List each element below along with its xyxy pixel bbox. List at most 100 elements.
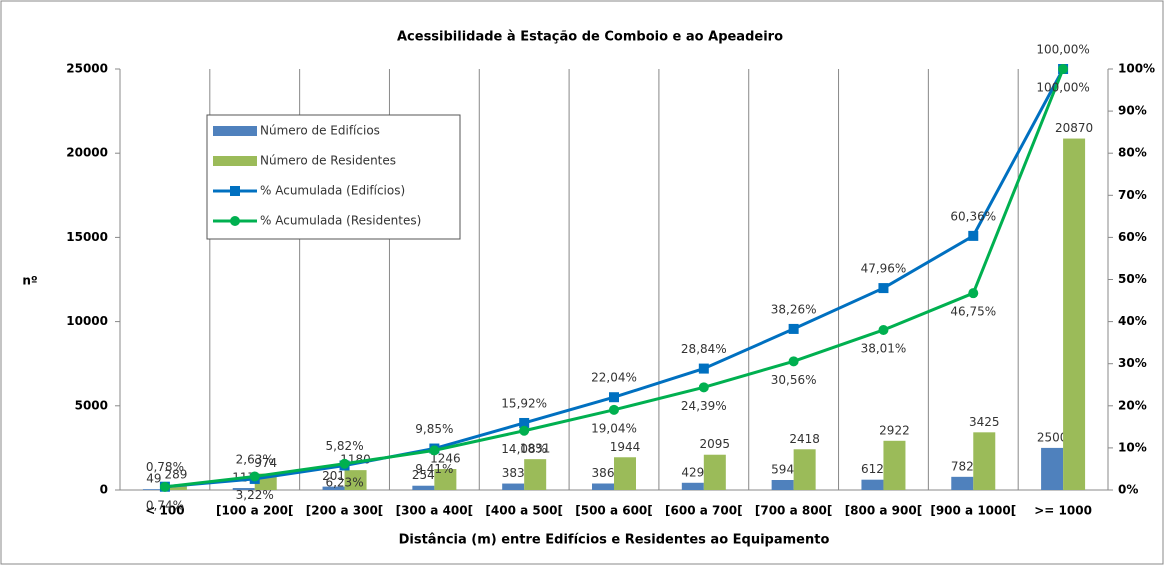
bar [973,432,996,490]
bar [164,485,187,490]
bar-value-label: 594 [771,462,794,476]
bar [614,457,636,490]
line-value-label: 46,75% [950,305,996,319]
marker [609,392,619,403]
bar-value-label: 2418 [789,432,820,446]
bar [502,483,525,490]
legend-label: % Acumulada (Residentes) [260,214,421,228]
marker [788,356,799,367]
bar [524,459,547,490]
bar-value-label: 383 [502,466,525,480]
marker [878,324,889,335]
bar-value-label: 201 [322,469,345,483]
y-axis-label: nº [22,274,38,288]
y2-tick-label: 90% [1118,104,1147,118]
y2-tick-label: 100% [1118,62,1155,76]
y2-tick-label: 60% [1118,230,1147,244]
bar-value-label: 3425 [969,415,1000,429]
bar [412,485,435,490]
bar-value-label: 20870 [1055,121,1093,135]
x-tick-label: [100 a 200[ [216,504,294,518]
bar-value-label: 2922 [879,423,910,437]
legend-label: % Acumulada (Edifícios) [260,184,405,198]
x-tick-label: [200 a 300[ [306,504,384,518]
y2-tick-label: 70% [1118,188,1147,202]
bar [1063,138,1086,490]
bar [681,482,704,490]
bar-value-label: 1944 [610,440,641,454]
bar [1041,447,1064,490]
bar [771,479,794,490]
marker [878,283,889,294]
bar [592,483,614,490]
x-tick-label: [600 a 700[ [665,504,743,518]
bar-value-label: 782 [951,459,974,473]
marker [339,458,350,469]
bar-value-label: 289 [164,468,187,482]
line-value-label: 14,08% [501,442,547,456]
y-tick-label: 25000 [66,62,108,76]
bar-value-label: 49 [146,472,161,486]
x-tick-label: [300 a 400[ [396,504,474,518]
y-tick-label: 15000 [66,230,108,244]
bar [793,449,816,490]
marker [159,481,170,492]
bar [142,489,165,490]
y2-tick-label: 10% [1118,440,1147,454]
line-value-label: 9,41% [415,462,453,476]
bar [344,470,367,490]
bar-value-label: 612 [861,462,884,476]
bar-value-label: 254 [412,468,435,482]
marker [698,382,709,393]
marker [429,445,440,456]
line-value-label: 22,04% [591,371,637,385]
marker [788,323,799,334]
y-tick-label: 0 [100,483,108,497]
bar [703,454,726,490]
x-tick-label: [400 a 500[ [485,504,563,518]
bar-value-label: 1246 [430,452,461,466]
line-value-label: 0,78% [146,460,184,474]
bar [434,469,457,490]
bar [883,440,906,490]
y2-tick-label: 80% [1118,146,1147,160]
line-value-label: 5,82% [325,439,363,453]
y-tick-label: 10000 [66,314,108,328]
y2-tick-label: 50% [1118,272,1147,286]
y-tick-label: 5000 [75,398,108,412]
x-tick-label: [800 a 900[ [845,504,923,518]
marker [519,425,530,436]
legend-swatch [213,156,257,166]
marker [1058,64,1069,74]
x-tick-label: >= 1000 [1034,504,1092,518]
x-axis-label: Distância (m) entre Edifícios e Resident… [399,533,830,548]
y2-tick-label: 0% [1118,483,1138,497]
bar-value-label: 2095 [700,437,731,451]
bar [861,479,884,490]
line-value-label: 3,22% [236,488,274,502]
marker [968,288,979,299]
marker [519,417,530,428]
chart-title: Acessibilidade à Estação de Comboio e ao… [397,30,783,45]
x-tick-label: [500 a 600[ [575,504,653,518]
legend-marker [230,216,240,226]
bar-value-label: 2500 [1037,430,1068,444]
line-value-label: 6,23% [325,475,363,489]
bar [951,476,974,490]
x-tick-label: [700 a 800[ [755,504,833,518]
line-value-label: 60,36% [950,209,996,223]
line-value-label: 100,00% [1036,81,1089,95]
line-value-label: 100,00% [1036,43,1089,57]
bar-value-label: 1831 [520,442,551,456]
legend-marker [230,186,240,196]
y2-tick-label: 30% [1118,356,1147,370]
legend-label: Número de Residentes [260,154,396,168]
line-value-label: 47,96% [861,262,907,276]
x-tick-label: < 100 [145,504,184,518]
bar-value-label: 429 [681,465,704,479]
legend-swatch [213,126,257,136]
line-value-label: 9,85% [415,422,453,436]
y-tick-label: 20000 [66,146,108,160]
marker [968,230,979,241]
